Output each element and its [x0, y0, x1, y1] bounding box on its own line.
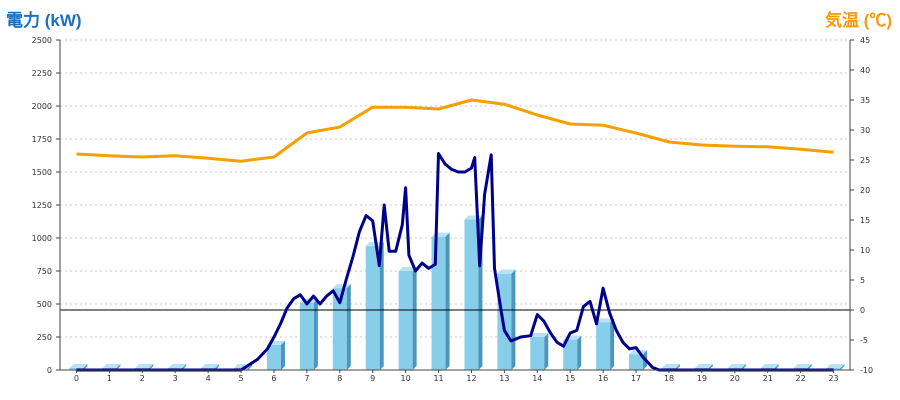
right-tick-label: -5	[860, 336, 868, 345]
left-tick-label: 250	[37, 333, 52, 342]
right-tick-label: 30	[860, 126, 870, 135]
right-tick-label: 10	[860, 246, 870, 255]
right-tick-label: 35	[860, 96, 870, 105]
power-bars	[69, 215, 845, 370]
x-tick-label: 11	[433, 374, 443, 383]
x-tick-label: 5	[238, 374, 243, 383]
x-tick-label: 6	[271, 374, 276, 383]
x-tick-label: 19	[697, 374, 707, 383]
bar-front	[530, 337, 545, 370]
bar-top	[168, 364, 187, 368]
bar-side	[544, 333, 549, 370]
x-tick-label: 21	[763, 374, 773, 383]
bar-front	[464, 219, 479, 370]
left-tick-label: 1250	[32, 201, 52, 210]
bar-top	[793, 364, 812, 368]
x-tick-label: 17	[631, 374, 641, 383]
bar-side	[379, 241, 384, 370]
bar-top	[332, 284, 351, 289]
x-tick-label: 2	[140, 374, 145, 383]
left-axis-title: 電力 (kW)	[6, 11, 82, 30]
bar-side	[280, 340, 285, 370]
x-tick-label: 23	[828, 374, 838, 383]
x-tick-label: 12	[466, 374, 476, 383]
right-tick-label: 25	[860, 156, 870, 165]
x-tick-label: 9	[370, 374, 375, 383]
right-tick-label: 40	[860, 66, 870, 75]
bar-top	[760, 364, 779, 368]
bar-side	[577, 335, 582, 370]
bar-front	[299, 302, 314, 370]
bar-top	[530, 333, 549, 337]
bar-side	[313, 298, 318, 370]
bar-side	[511, 269, 516, 370]
x-tick-label: 16	[598, 374, 608, 383]
bar-side	[610, 318, 615, 370]
left-tick-label: 2000	[32, 102, 52, 111]
bar-top	[69, 364, 88, 368]
power-line	[76, 152, 834, 372]
right-tick-label: 45	[860, 36, 870, 45]
bar-side	[248, 364, 253, 370]
x-tick-label: 0	[74, 374, 79, 383]
bar-front	[431, 236, 446, 370]
bar-top	[727, 364, 746, 368]
bar-front	[563, 339, 578, 370]
left-tick-label: 1750	[32, 135, 52, 144]
bar-front	[266, 344, 281, 370]
bar-front	[69, 368, 84, 370]
right-tick-label: -10	[860, 366, 873, 375]
left-tick-label: 1000	[32, 234, 52, 243]
x-tick-label: 14	[532, 374, 542, 383]
right-tick-label: 5	[860, 276, 865, 285]
bar-top	[826, 364, 845, 368]
right-axis-title: 気温 (℃)	[824, 11, 892, 30]
x-tick-label: 4	[206, 374, 211, 383]
grid-lines	[60, 39, 850, 338]
bar-side	[840, 364, 845, 370]
left-tick-label: 500	[37, 300, 52, 309]
bar-top	[201, 364, 220, 368]
left-tick-label: 2250	[32, 69, 52, 78]
left-tick-label: 2500	[32, 36, 52, 45]
bar-side	[346, 284, 351, 370]
bar-top	[497, 269, 516, 274]
bar-front	[629, 354, 644, 370]
x-tick-label: 1	[107, 374, 112, 383]
bar-front	[826, 368, 841, 370]
x-tick-label: 3	[173, 374, 178, 383]
left-tick-label: 0	[47, 366, 52, 375]
bar-front	[596, 322, 611, 370]
bar-top	[661, 364, 680, 368]
bar-front	[398, 271, 413, 370]
bar-front	[365, 245, 380, 370]
data-lines	[76, 98, 834, 372]
left-tick-label: 750	[37, 267, 52, 276]
right-tick-label: 15	[860, 216, 870, 225]
x-tick-label: 7	[304, 374, 309, 383]
bar-front	[332, 288, 347, 370]
bar-side	[412, 267, 417, 370]
x-tick-label: 8	[337, 374, 342, 383]
bar-side	[445, 232, 450, 370]
bar-top	[102, 364, 121, 368]
x-tick-label: 15	[565, 374, 575, 383]
bar-top	[694, 364, 713, 368]
bar-top	[398, 267, 417, 271]
x-tick-label: 18	[664, 374, 674, 383]
x-tick-label: 22	[796, 374, 806, 383]
axes	[56, 39, 854, 373]
x-tick-label: 20	[730, 374, 740, 383]
left-tick-label: 1500	[32, 168, 52, 177]
x-tick-label: 10	[401, 374, 411, 383]
bar-top	[135, 364, 154, 368]
tick-labels: 02505007501000125015001750200022502500-1…	[32, 36, 873, 383]
right-tick-label: 0	[860, 306, 865, 315]
x-tick-label: 13	[499, 374, 509, 383]
temperature-line	[76, 98, 834, 163]
bar-top	[596, 318, 615, 323]
right-tick-label: 20	[860, 186, 870, 195]
